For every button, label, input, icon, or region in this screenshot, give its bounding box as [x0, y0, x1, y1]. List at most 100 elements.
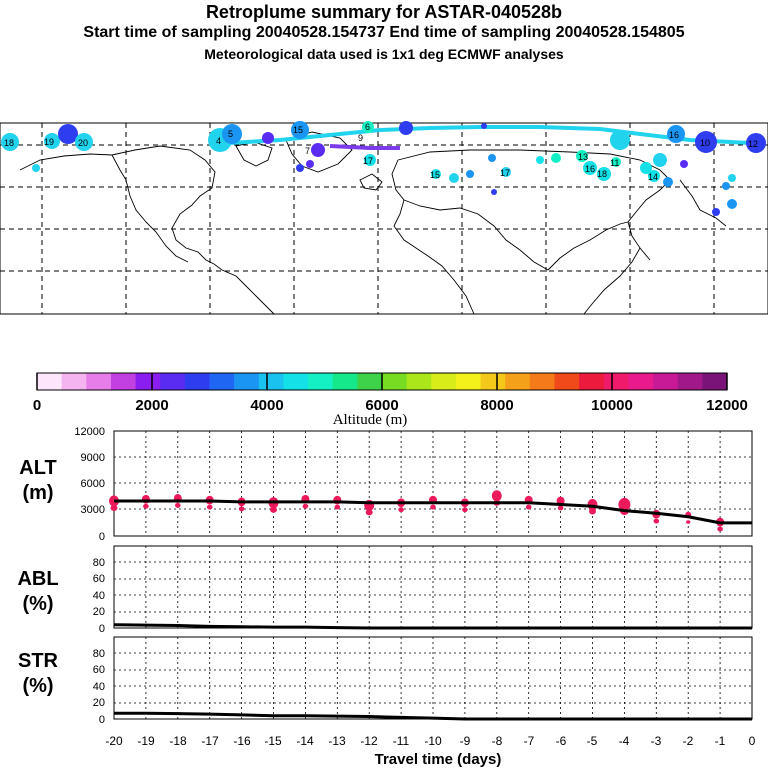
str-ytick-0: 0 [99, 714, 105, 726]
map-label-6: 6 [365, 122, 370, 132]
alt-cluster-point-secondary [589, 508, 596, 515]
alt-cluster-point-secondary [557, 505, 564, 511]
str-ytick-80: 80 [93, 648, 105, 660]
map-frame [0, 122, 768, 315]
map-label-16: 16 [669, 130, 679, 140]
colorbar-cell [529, 373, 555, 390]
alt-cluster-point-secondary [398, 507, 404, 513]
alt-ytick-9000: 9000 [81, 452, 105, 464]
xtick--10: -10 [424, 734, 442, 748]
trajectory-track [229, 125, 751, 150]
colorbar-cell [61, 373, 87, 390]
series-layer [109, 490, 752, 721]
abl-ytick-20: 20 [93, 606, 105, 618]
alt-cluster-point-secondary [334, 504, 341, 510]
colorbar-label: Altitude (m) [333, 412, 408, 428]
colorbar-cell [653, 373, 679, 390]
xtick--9: -9 [460, 734, 471, 748]
map-label-15: 15 [293, 125, 303, 135]
xtick--14: -14 [296, 734, 314, 748]
map-label-5: 5 [228, 129, 233, 139]
colorbar-cell [554, 373, 580, 390]
colorbar-cell [86, 373, 112, 390]
xtick--3: -3 [651, 734, 662, 748]
abl-ytick-80: 80 [93, 557, 105, 569]
x-axis-label: Travel time (days) [375, 751, 502, 768]
alt-cluster-point-secondary [653, 518, 660, 524]
altitude-colorbar [36, 372, 728, 391]
xtick--7: -7 [524, 734, 535, 748]
abl-label-top: ABL [17, 568, 58, 590]
alt-cluster-point-secondary [717, 526, 723, 532]
alt-cluster-point-secondary [175, 502, 181, 508]
alt-cluster-point-secondary [365, 509, 373, 516]
panel-gridlines [114, 431, 752, 719]
xtick--11: -11 [393, 734, 410, 748]
map-label-14: 14 [648, 172, 658, 182]
alt-cluster-point-secondary [270, 506, 277, 513]
map-label-7: 7 [305, 146, 310, 156]
colorbar-cell [677, 373, 703, 390]
xtick--12: -12 [360, 734, 378, 748]
chart-title: Retroplume summary for ASTAR-040528b [205, 2, 563, 22]
str-label-bottom: (%) [22, 675, 53, 697]
alt-cluster-point [618, 497, 631, 512]
alt-cluster-point-secondary [206, 504, 213, 510]
colorbar-cell [110, 373, 137, 390]
alt-cluster-point-secondary [238, 506, 245, 512]
map-label-18b: 18 [597, 169, 607, 179]
xtick--20: -20 [105, 734, 123, 748]
colorbar-cell [160, 373, 186, 390]
xtick--13: -13 [328, 734, 346, 748]
colorbar-cell [308, 373, 334, 390]
map-label-13: 13 [578, 152, 588, 162]
colorbar-cell [505, 373, 531, 390]
colorbar-cell [431, 373, 457, 390]
colorbar-tick-4000: 4000 [250, 397, 283, 414]
xtick--4: -4 [619, 734, 630, 748]
abl-ytick-60: 60 [93, 573, 105, 585]
alt-ytick-3000: 3000 [81, 504, 105, 516]
str-ytick-40: 40 [93, 681, 105, 693]
cluster-markers [1, 121, 766, 216]
map-label-16b: 16 [585, 164, 595, 174]
colorbar-tick-6000: 6000 [365, 397, 398, 414]
colorbar-cell [258, 373, 284, 390]
alt-ytick-12000: 12000 [74, 426, 105, 438]
alt-label-top: ALT [19, 457, 56, 479]
xtick-0: 0 [749, 734, 756, 748]
map-label-18: 18 [4, 138, 14, 148]
map-label-15b: 15 [430, 170, 440, 180]
alt-cluster-point-secondary [462, 507, 468, 513]
colorbar-cell [628, 373, 654, 390]
abl-series-line [113, 623, 752, 630]
map-label-20: 20 [78, 138, 88, 148]
colorbar-tick-8000: 8000 [480, 397, 513, 414]
alt-cluster-point [491, 490, 502, 502]
map-label-17: 17 [363, 156, 373, 166]
xtick--15: -15 [264, 734, 282, 748]
map-label-12: 12 [748, 139, 758, 149]
colorbar-cell [603, 373, 629, 390]
met-data-subtitle: Meteorological data used is 1x1 deg ECMW… [204, 46, 564, 62]
colorbar-cell [234, 373, 260, 390]
colorbar-tick-0: 0 [33, 397, 41, 414]
xtick--18: -18 [169, 734, 187, 748]
abl-ytick-0: 0 [99, 623, 105, 635]
alt-ytick-6000: 6000 [81, 478, 105, 490]
colorbar-cell [332, 373, 358, 390]
str-ytick-60: 60 [93, 664, 105, 676]
panel-frames [113, 430, 753, 720]
colorbar-cell [579, 373, 605, 390]
map-label-17b: 17 [500, 168, 510, 178]
map-label-10: 10 [700, 138, 710, 148]
xtick--1: -1 [715, 734, 726, 748]
str-ytick-20: 20 [93, 697, 105, 709]
alt-cluster-point-secondary [302, 503, 309, 509]
map-label-11: 11 [610, 158, 619, 168]
colorbar-cell [480, 373, 506, 390]
alt-cluster-point-secondary [110, 505, 118, 511]
colorbar-cell [406, 373, 432, 390]
abl-label-bottom: (%) [22, 593, 53, 615]
